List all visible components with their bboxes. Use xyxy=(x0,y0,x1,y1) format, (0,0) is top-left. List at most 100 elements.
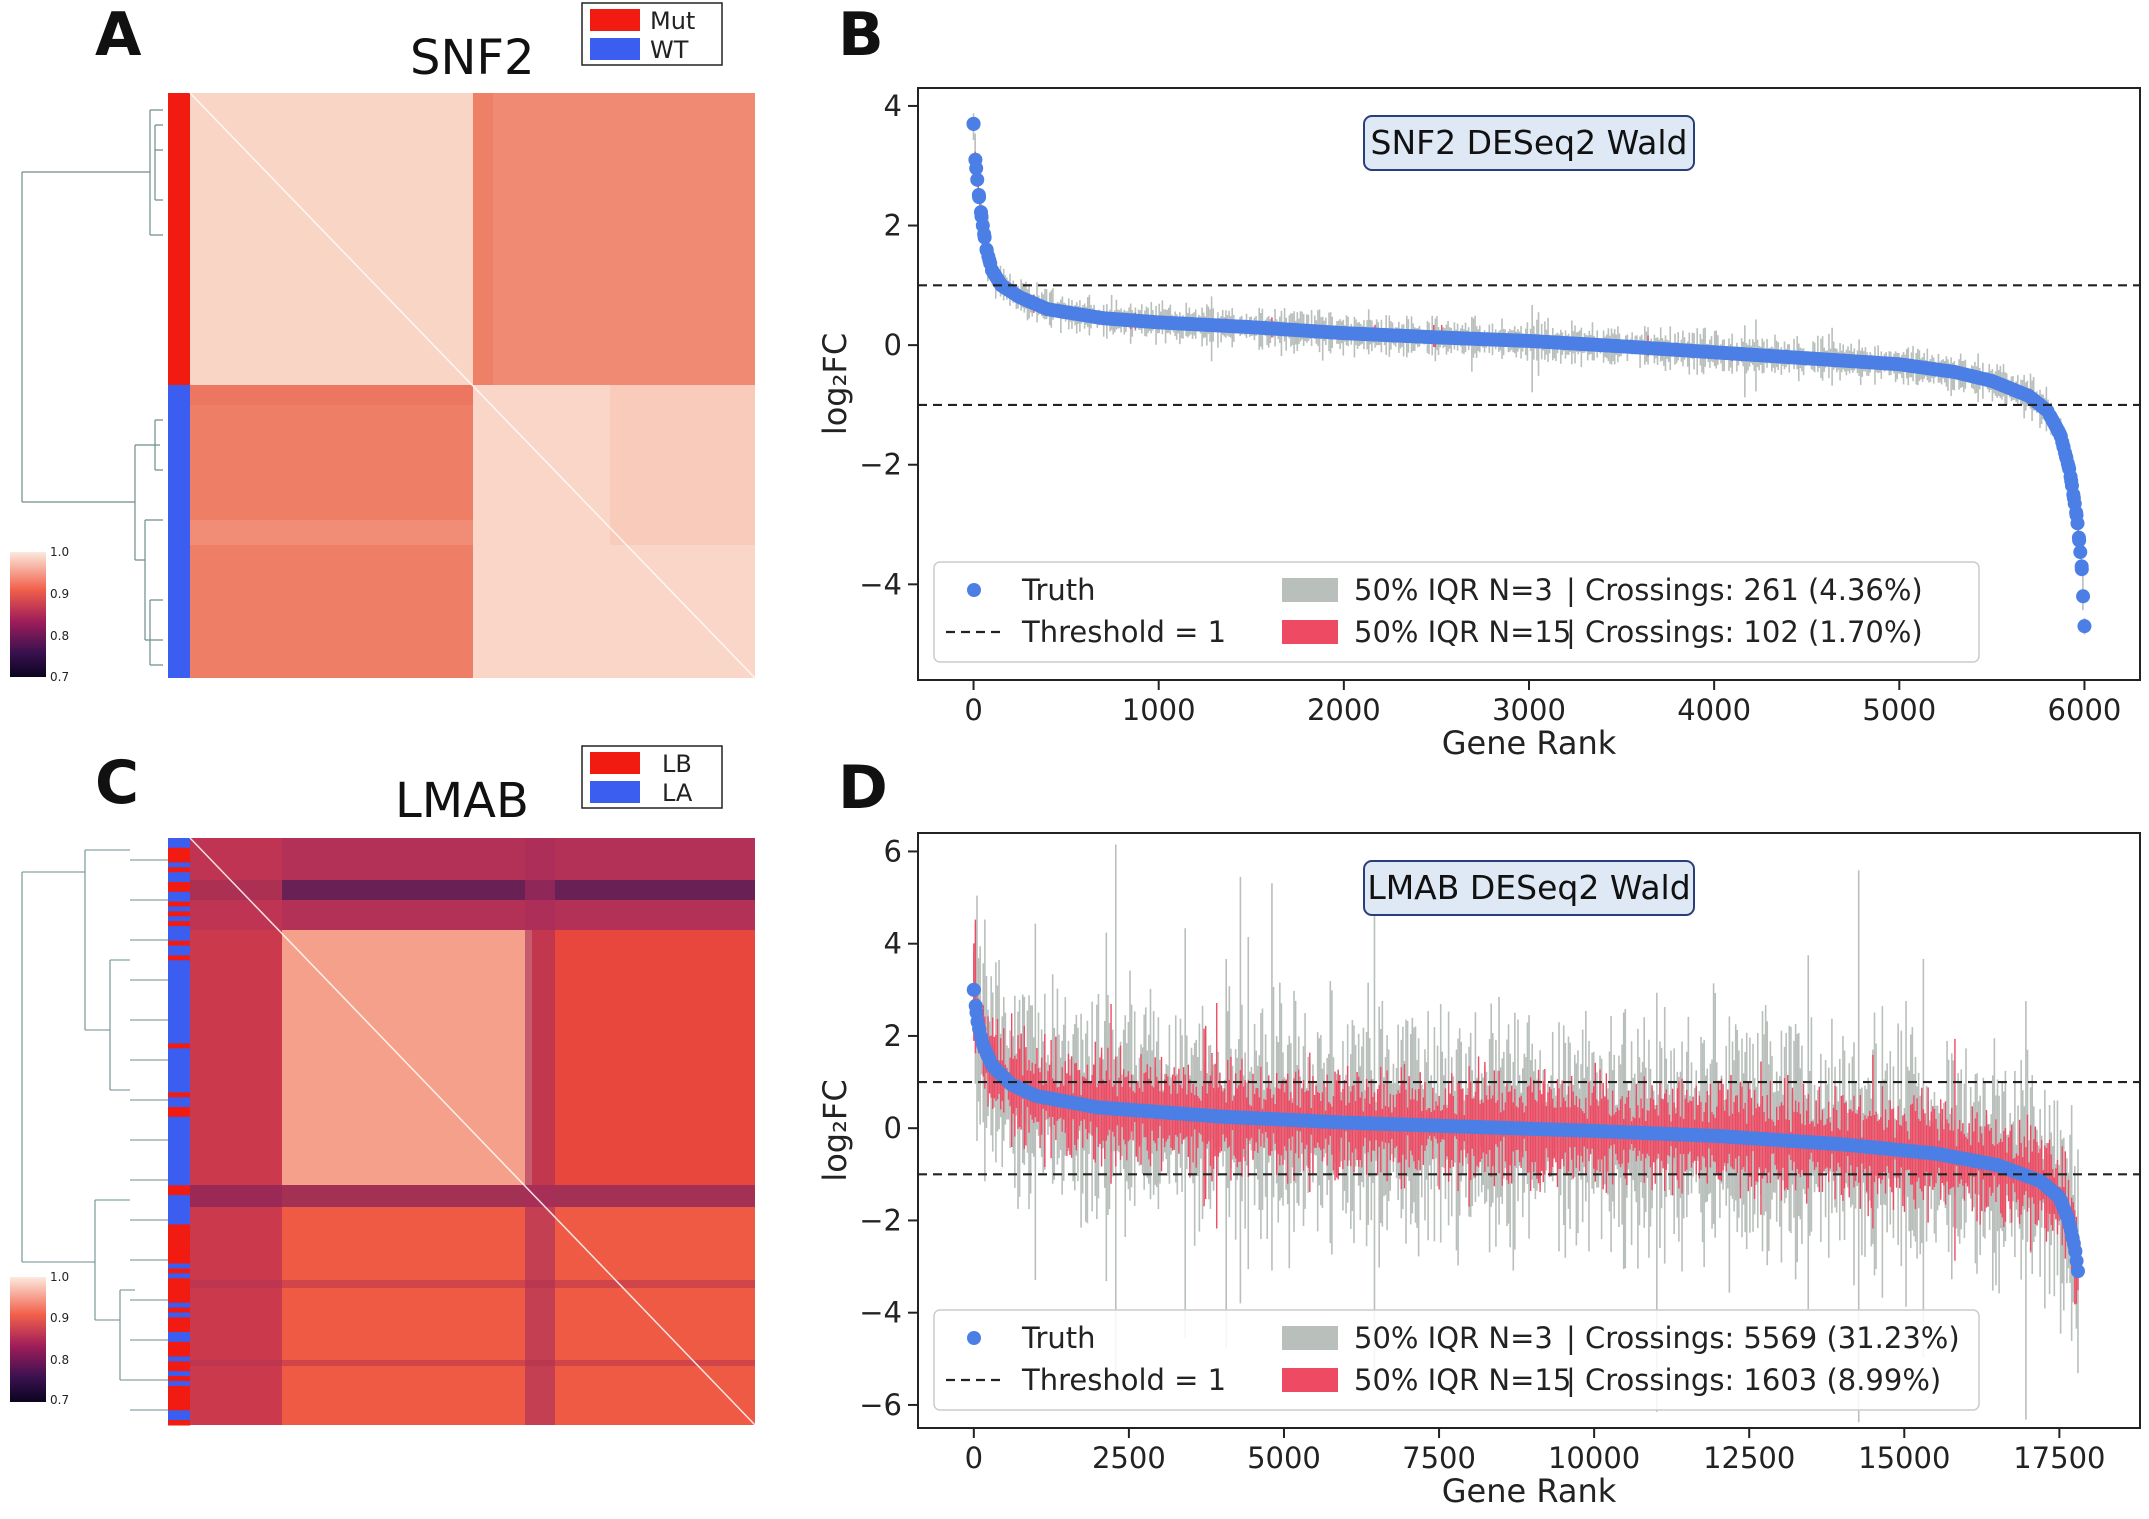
panel-c-dendrogram xyxy=(21,849,170,1411)
group-label-cell xyxy=(168,1209,190,1216)
plot-legend: Truth Threshold = 1 50% IQR N=3 50% IQR N=1… xyxy=(933,561,1980,663)
cb-a-tick-2: 0.9 xyxy=(50,587,69,601)
plot-title-frame xyxy=(1363,860,1695,916)
group-label-cell xyxy=(168,1224,190,1230)
truth-point xyxy=(2069,1253,2084,1268)
legend-label-threshold: Threshold = 1 xyxy=(1021,1363,1226,1397)
panel-d-plot: 0 2500 5000 7500 10000 12500 15000 17500 6 4 2 0 −2 −… xyxy=(816,832,2141,1510)
group-label-cell xyxy=(168,906,190,912)
group-label-cell xyxy=(168,1395,190,1402)
truth-point xyxy=(970,172,985,187)
x-axis-label: Gene Rank xyxy=(1442,724,1617,762)
truth-points xyxy=(966,982,2085,1279)
group-label-cell xyxy=(168,877,190,883)
legend-frame xyxy=(933,1309,1980,1411)
group-label-cell xyxy=(168,1092,190,1098)
panel-c-letter: C xyxy=(95,748,139,818)
panel-c: C LMAB LB LA xyxy=(10,745,756,1426)
group-label-cell xyxy=(168,921,190,927)
legend-label-n15: 50% IQR N=15 xyxy=(1354,615,1571,649)
y-tick-label: 0 xyxy=(884,328,902,362)
y-tick-label: −6 xyxy=(859,1388,902,1422)
group-label-cell xyxy=(168,1297,190,1304)
group-label-cell xyxy=(168,1199,190,1206)
x-tick-label: 6000 xyxy=(2048,693,2122,727)
plot-title-frame xyxy=(1363,115,1695,171)
group-label-cell xyxy=(168,1170,190,1177)
truth-point xyxy=(2076,589,2091,604)
y-tick-label: 0 xyxy=(884,1111,902,1145)
group-label-cell xyxy=(168,1136,190,1142)
truth-point xyxy=(2074,559,2089,574)
group-label-cell xyxy=(168,842,190,849)
group-label-cell xyxy=(168,1214,190,1221)
group-label-cell xyxy=(168,1121,190,1128)
x-tick-label: 5000 xyxy=(1247,1441,1321,1475)
group-label-cell xyxy=(168,1317,190,1323)
panel-a-group-bar-mut xyxy=(168,93,190,385)
panel-c-title: LMAB xyxy=(395,773,529,829)
group-label-cell xyxy=(168,1356,190,1362)
panel-a-letter: A xyxy=(95,0,142,70)
group-label-cell xyxy=(168,974,190,981)
group-label-cell xyxy=(168,1185,190,1191)
x-tick-label: 10000 xyxy=(1548,1441,1640,1475)
legend-swatch-n3 xyxy=(1282,578,1338,602)
legend-marker-truth xyxy=(967,1331,981,1345)
x-tick-label: 4000 xyxy=(1677,693,1751,727)
y-axis-label: log₂FC xyxy=(816,1079,854,1181)
panel-c-heatmap xyxy=(189,837,756,1426)
legend-swatch-lb xyxy=(590,752,640,774)
legend-swatch-n15 xyxy=(1282,1368,1338,1392)
truth-point xyxy=(2070,516,2085,531)
cb-c-tick-4: 0.7 xyxy=(50,1393,69,1407)
legend-marker-truth xyxy=(967,583,981,597)
group-label-cell xyxy=(168,1204,190,1211)
panel-a-colorbar: 1.0 0.9 0.8 0.7 xyxy=(10,545,69,684)
y-tick-label: −4 xyxy=(859,567,902,601)
y-tick-label: 6 xyxy=(884,834,902,868)
legend-swatch-la xyxy=(590,781,640,803)
group-label-cell xyxy=(168,891,190,898)
group-label-cell xyxy=(168,1146,190,1152)
legend-label-mut: Mut xyxy=(650,7,695,35)
legend-label-n3-crossings: | Crossings: 261 (4.36%) xyxy=(1566,573,1923,607)
truth-point xyxy=(2073,545,2088,560)
panel-d: D 0 2500 5000 7500 10000 12500 15000 17500 6 4 2 0 −… xyxy=(816,753,2141,1510)
panel-b-letter: B xyxy=(838,0,884,70)
group-label-cell xyxy=(168,926,190,932)
truth-point xyxy=(972,1021,987,1036)
group-label-cell xyxy=(168,1405,190,1411)
group-label-cell xyxy=(168,1195,190,1201)
plot-title: SNF2 DESeq2 Wald xyxy=(1371,123,1688,162)
group-label-cell xyxy=(168,1009,190,1015)
legend-label-threshold: Threshold = 1 xyxy=(1021,615,1226,649)
group-label-cell xyxy=(168,1063,190,1069)
legend-label-truth: Truth xyxy=(1021,573,1096,607)
group-label-cell xyxy=(168,857,190,863)
group-label-cell xyxy=(168,1312,190,1318)
x-tick-label: 12500 xyxy=(1703,1441,1795,1475)
group-label-cell xyxy=(168,1278,190,1284)
group-label-cell xyxy=(168,994,190,1000)
legend-label-n3-crossings: | Crossings: 5569 (31.23%) xyxy=(1566,1321,1960,1355)
group-label-cell xyxy=(168,1268,190,1274)
x-tick-label: 0 xyxy=(965,1441,983,1475)
x-tick-label: 3000 xyxy=(1492,693,1566,727)
group-label-cell xyxy=(168,989,190,996)
cb-c-tick-3: 0.8 xyxy=(50,1353,69,1367)
group-label-cell xyxy=(168,1219,190,1225)
x-tick-label: 5000 xyxy=(1862,693,1936,727)
group-label-cell xyxy=(168,1082,190,1088)
group-label-cell xyxy=(168,1116,190,1123)
y-tick-label: −2 xyxy=(859,1203,902,1237)
x-tick-label: 2000 xyxy=(1307,693,1381,727)
panel-a: A SNF2 Mut WT 1. xyxy=(10,0,756,684)
group-label-cell xyxy=(168,1058,190,1064)
group-label-cell xyxy=(168,1336,190,1343)
truth-point xyxy=(2071,530,2086,545)
legend-swatch-n3 xyxy=(1282,1326,1338,1350)
plot-title-box: SNF2 DESeq2 Wald xyxy=(1363,115,1695,171)
panel-d-letter: D xyxy=(838,753,888,823)
group-label-cell xyxy=(168,1273,190,1279)
